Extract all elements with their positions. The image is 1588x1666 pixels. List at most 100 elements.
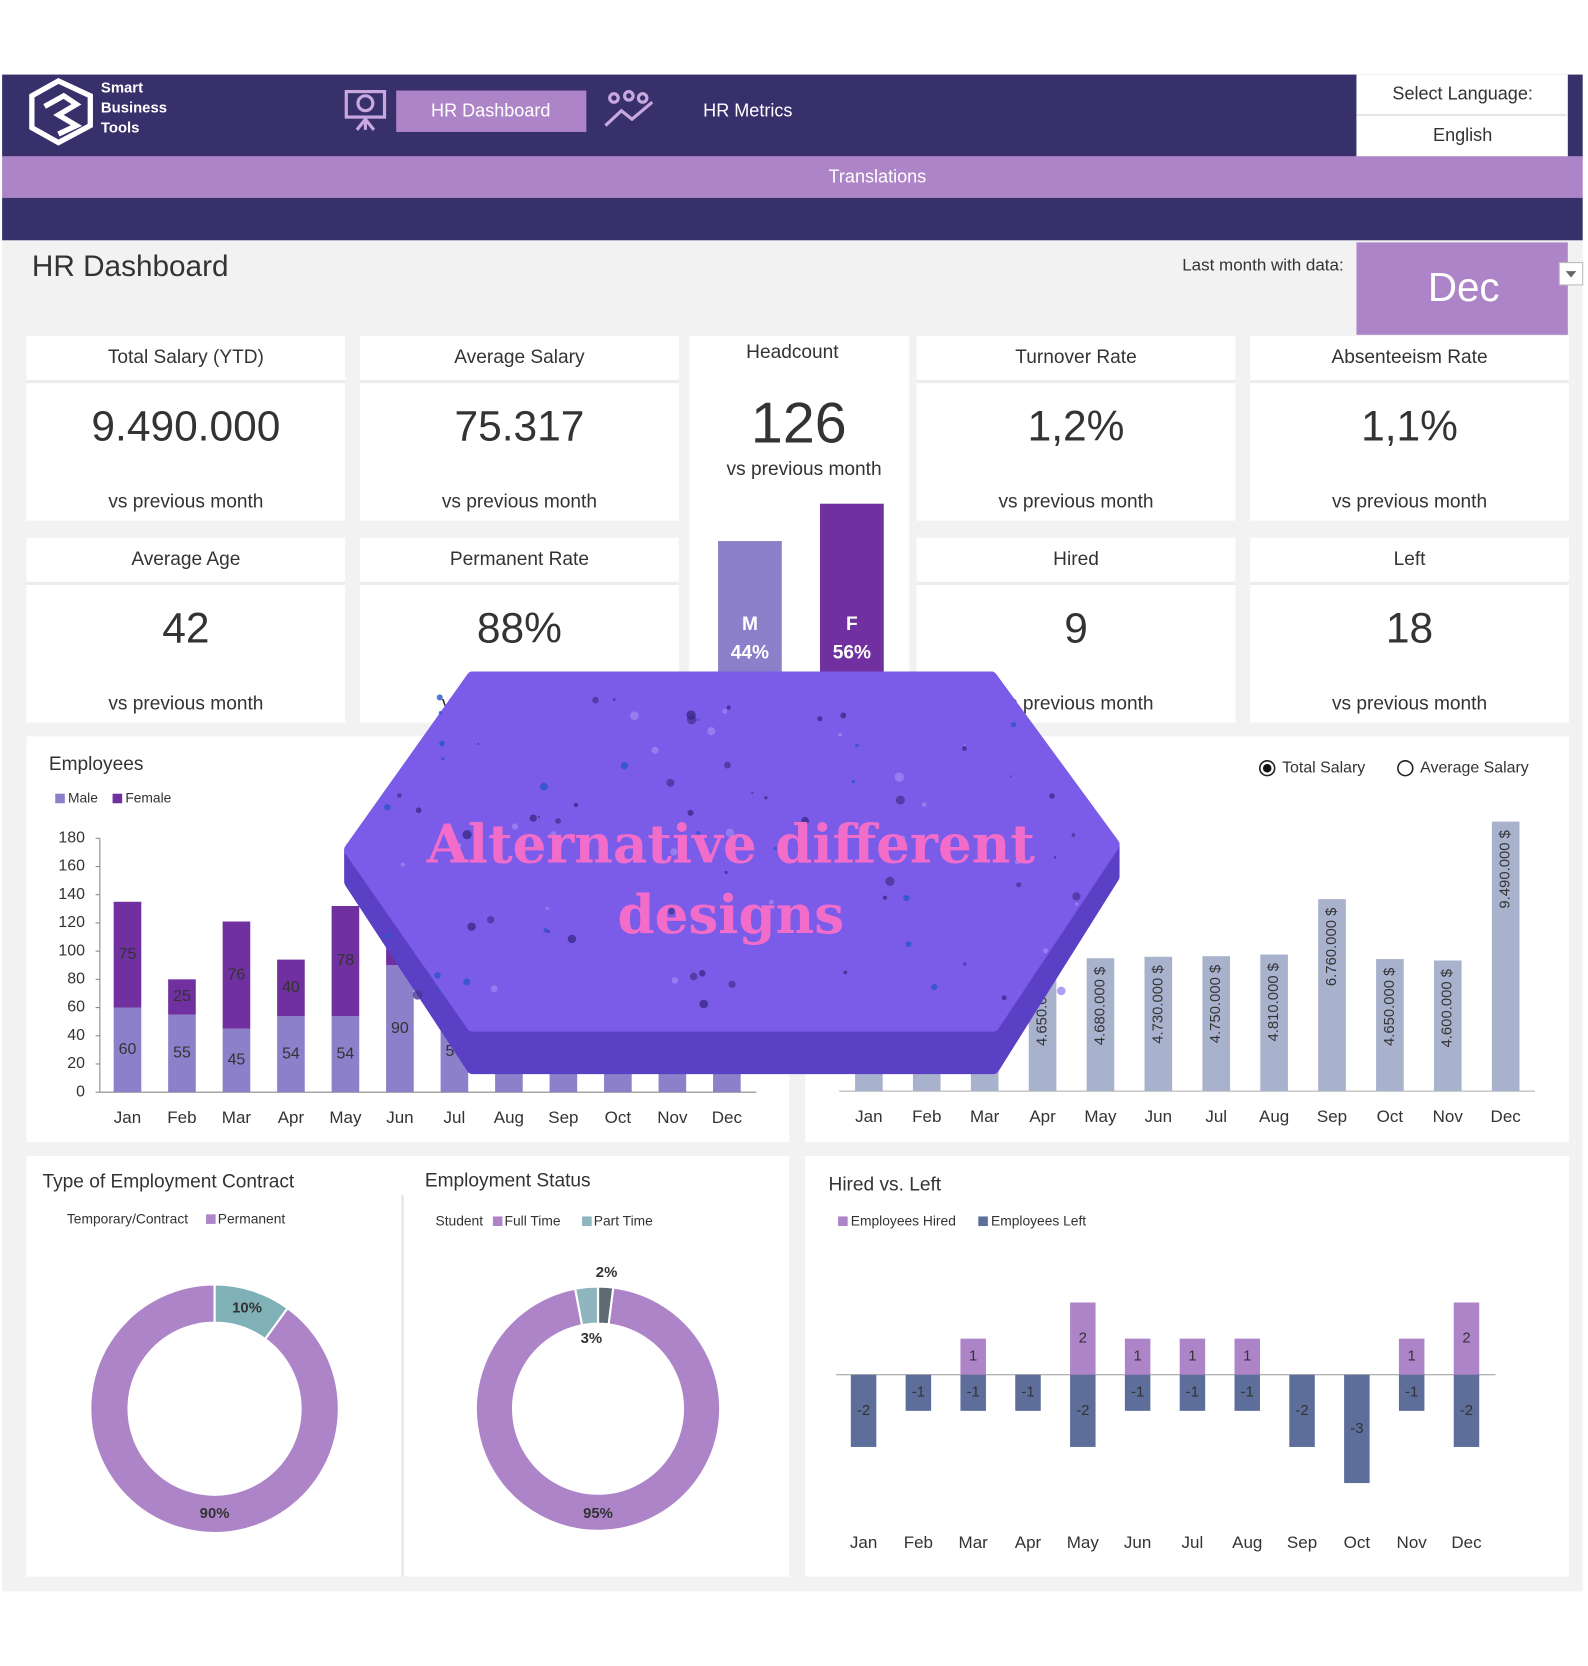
last-month-value[interactable]: Dec bbox=[1428, 264, 1500, 310]
kpi-value: 9.490.000 bbox=[91, 404, 280, 451]
bar-segment bbox=[222, 921, 251, 1029]
speckle bbox=[726, 705, 731, 710]
kpi-title: Total Salary (YTD) bbox=[108, 347, 264, 368]
data-label: 2 bbox=[1462, 1331, 1470, 1347]
speckle bbox=[463, 978, 471, 986]
header-band bbox=[2, 197, 1583, 241]
nav-label[interactable]: HR Dashboard bbox=[431, 101, 550, 121]
speckle bbox=[962, 746, 967, 751]
speckle bbox=[620, 761, 629, 770]
data-label: -1 bbox=[912, 1385, 925, 1401]
language-value[interactable]: English bbox=[1433, 125, 1492, 145]
x-tick-label: Sep bbox=[1287, 1533, 1317, 1552]
speckle bbox=[903, 894, 910, 902]
kpi-note: vs previous month bbox=[442, 492, 597, 513]
y-tick-label: 140 bbox=[58, 886, 85, 903]
x-tick-label: Apr bbox=[278, 1108, 305, 1127]
speckle bbox=[1042, 948, 1049, 954]
radio-button[interactable] bbox=[1397, 759, 1414, 777]
legend-label: Employees Hired bbox=[851, 1213, 956, 1228]
nav-label[interactable]: HR Metrics bbox=[703, 101, 792, 121]
kpi-value: 42 bbox=[162, 605, 209, 652]
data-label: 76 bbox=[228, 966, 246, 983]
x-tick-label: Jul bbox=[444, 1108, 466, 1127]
nav-button-active[interactable] bbox=[396, 90, 587, 132]
legend-label: Permanent bbox=[218, 1211, 286, 1226]
data-label: 25 bbox=[173, 988, 191, 1005]
kpi-note: vs previous month bbox=[1332, 492, 1487, 513]
bar bbox=[1453, 1374, 1480, 1447]
data-label: 1 bbox=[969, 1349, 977, 1365]
bar-segment bbox=[277, 1016, 305, 1093]
x-tick-label: Jun bbox=[1124, 1533, 1151, 1552]
speckle bbox=[529, 814, 537, 822]
gender-label: F bbox=[846, 614, 858, 635]
x-tick-label: Nov bbox=[1433, 1107, 1464, 1126]
bar-segment bbox=[168, 979, 196, 1015]
speckle bbox=[384, 803, 391, 811]
last-month-box[interactable] bbox=[1356, 242, 1568, 335]
speckle bbox=[1001, 995, 1007, 1001]
data-label: 9.490.000 $ bbox=[1498, 829, 1514, 908]
data-label: 75 bbox=[119, 946, 137, 963]
speckle bbox=[855, 743, 859, 748]
legend-swatch bbox=[582, 1216, 592, 1227]
speckle bbox=[438, 711, 443, 715]
speckle bbox=[537, 815, 541, 819]
data-label: 1 bbox=[1188, 1349, 1196, 1365]
x-tick-label: Apr bbox=[1015, 1533, 1042, 1552]
speckle bbox=[439, 740, 445, 747]
data-label: 4.810.000 $ bbox=[1266, 962, 1282, 1041]
badge-text-box: Alternative different designs bbox=[427, 813, 1035, 946]
speckle bbox=[768, 899, 774, 905]
bar bbox=[1453, 1302, 1480, 1375]
chart-title: Employees bbox=[49, 754, 144, 775]
data-label: 90 bbox=[391, 1020, 409, 1037]
translations-bar[interactable] bbox=[2, 156, 1583, 198]
speckle bbox=[840, 712, 847, 719]
donut-slice bbox=[89, 1283, 340, 1535]
speckle bbox=[689, 972, 698, 981]
speckle bbox=[396, 793, 402, 798]
speckle bbox=[894, 772, 904, 782]
data-label: 1 bbox=[1243, 1349, 1251, 1365]
speckle bbox=[764, 796, 768, 800]
bar-segment bbox=[113, 901, 142, 1008]
x-tick-label: Oct bbox=[1344, 1533, 1371, 1552]
data-label: 2% bbox=[596, 1265, 617, 1281]
bar bbox=[1202, 956, 1231, 1092]
x-tick-label: Dec bbox=[1491, 1107, 1522, 1126]
data-label: 4.680.000 $ bbox=[1092, 966, 1108, 1045]
y-tick-label: 120 bbox=[58, 914, 85, 931]
speckle bbox=[462, 829, 472, 840]
icon-person bbox=[608, 92, 620, 104]
speckle bbox=[725, 828, 735, 838]
bar bbox=[1124, 1374, 1151, 1411]
kpi-value: 18 bbox=[1386, 605, 1433, 652]
speckle bbox=[963, 962, 967, 966]
x-tick-label: Aug bbox=[494, 1108, 524, 1127]
bar bbox=[1433, 960, 1462, 1092]
radio-label: Total Salary bbox=[1282, 759, 1365, 776]
speckle bbox=[539, 782, 548, 791]
speckle bbox=[1049, 793, 1055, 799]
speckle bbox=[543, 928, 548, 933]
x-tick-label: Nov bbox=[1397, 1533, 1428, 1552]
bar bbox=[1289, 1374, 1315, 1447]
speckle bbox=[696, 830, 701, 836]
translations-label[interactable]: Translations bbox=[829, 166, 927, 186]
kpi-title: Turnover Rate bbox=[1015, 347, 1136, 368]
kpi-title: Average Age bbox=[131, 549, 240, 570]
data-label: 10% bbox=[232, 1301, 262, 1317]
speckle bbox=[931, 983, 938, 991]
bar bbox=[1070, 1374, 1096, 1447]
speckle bbox=[801, 816, 809, 825]
y-tick-label: 100 bbox=[58, 942, 85, 959]
speckle bbox=[707, 727, 716, 736]
data-label: 60 bbox=[119, 1041, 137, 1058]
gender-label: M bbox=[742, 614, 758, 635]
data-label: 40 bbox=[282, 979, 300, 996]
gender-value-label: 44% bbox=[731, 643, 769, 664]
data-label: -2 bbox=[1295, 1403, 1308, 1419]
speckle bbox=[882, 895, 888, 900]
